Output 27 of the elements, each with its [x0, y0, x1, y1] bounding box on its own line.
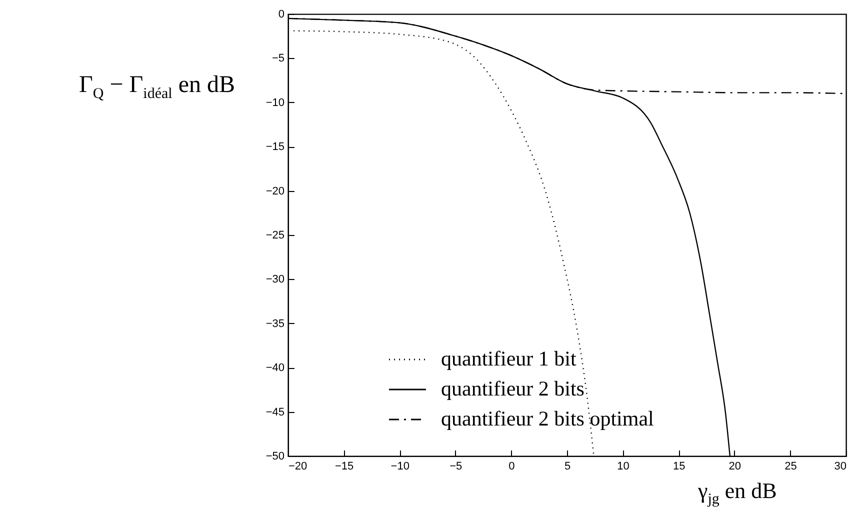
- y-axis-title: Γ$_{Q}$ − Γ$_{idéal}$ en dB: [79, 72, 235, 103]
- y-tick-label: −20: [266, 185, 284, 198]
- y-tick-label: −45: [266, 406, 284, 418]
- legend-label: quantifieur 2 bits optimal: [441, 406, 654, 430]
- y-tick-label: −5: [272, 52, 284, 65]
- x-tick-label: 30: [834, 460, 846, 472]
- y-tick-label: −30: [266, 274, 284, 286]
- y-tick-label: −15: [266, 141, 284, 154]
- y-tick-label: 0: [278, 8, 284, 20]
- legend-label: quantifieur 1 bit: [441, 346, 576, 370]
- y-tick-label: −25: [266, 230, 284, 242]
- y-tick-label: −35: [266, 318, 284, 330]
- x-tick-label: 25: [784, 460, 797, 472]
- x-tick-label: −5: [450, 460, 462, 472]
- x-tick-label: 0: [508, 460, 515, 472]
- legend-label: quantifieur 2 bits: [441, 376, 584, 400]
- x-tick-label: 15: [672, 460, 686, 472]
- y-tick-label: −40: [266, 362, 284, 374]
- y-tick-label: −10: [266, 96, 284, 109]
- x-tick-label: 20: [728, 460, 742, 472]
- x-tick-label: 10: [617, 460, 630, 472]
- x-tick-label: 5: [564, 460, 571, 472]
- x-tick-label: −15: [334, 460, 354, 472]
- x-tick-label: −20: [288, 460, 308, 472]
- x-tick-label: −10: [390, 460, 410, 472]
- x-axis-title: γ$_{jg}$ en dB: [698, 478, 777, 508]
- y-tick-label: −50: [266, 450, 284, 462]
